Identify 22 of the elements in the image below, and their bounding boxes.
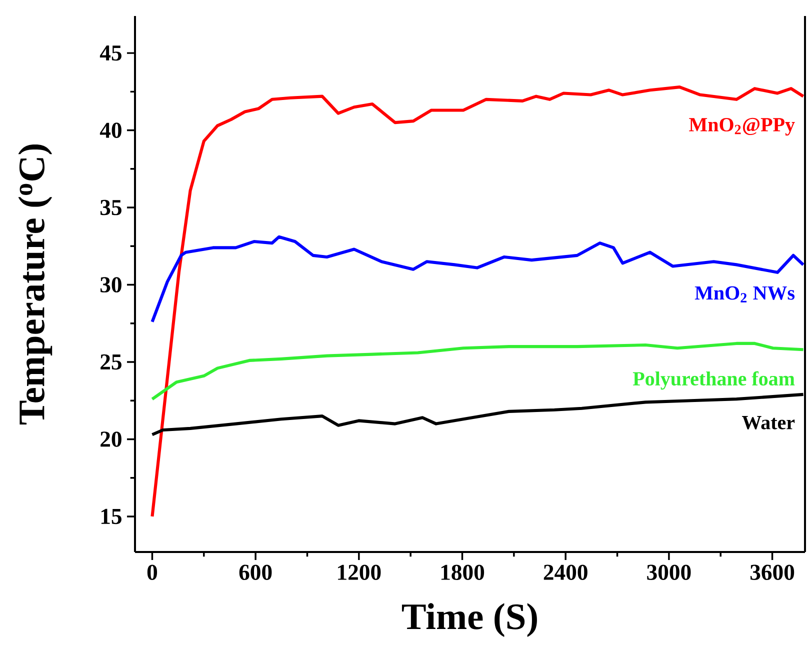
y-tick-label: 45 <box>100 46 122 61</box>
x-tick-label: 2400 <box>544 564 588 580</box>
y-tick-label: 15 <box>101 508 122 524</box>
x-tick-label: 1200 <box>338 564 381 580</box>
y-tick-label: 20 <box>100 432 122 447</box>
y-tick-label: 25 <box>100 354 122 370</box>
x-tick-label: 3000 <box>647 564 691 580</box>
x-tick-label: 600 <box>239 564 272 580</box>
series-label: MnO$_{2}$@PPy <box>689 118 795 136</box>
y-tick-label: 30 <box>100 277 122 292</box>
x-axis-title: Time (S) <box>402 603 537 637</box>
line-series <box>150 86 805 518</box>
y-tick-label: 35 <box>100 200 122 216</box>
x-tick-label: 0 <box>147 564 158 580</box>
series-label: MnO$_{2}$ NWs <box>694 286 795 302</box>
series-label: Water <box>742 416 795 430</box>
series-label: Polyurethane foam <box>632 371 795 390</box>
x-tick-label: 1800 <box>441 564 484 580</box>
y-tick-label: 40 <box>100 122 122 138</box>
x-tick-label: 3600 <box>750 564 794 580</box>
line-series <box>150 235 805 324</box>
y-axis-title: Temperature ($^{o}$C) <box>18 144 52 425</box>
